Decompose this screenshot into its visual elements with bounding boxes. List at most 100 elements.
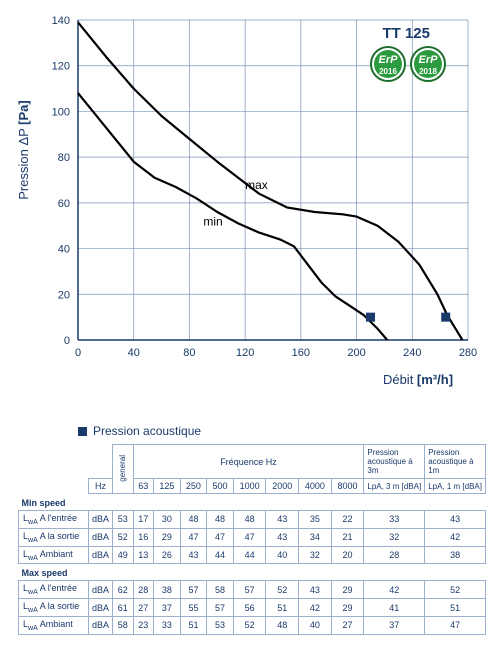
- freq-col: 2000: [266, 479, 299, 494]
- cell-freq: 43: [299, 581, 332, 599]
- cell-freq: 44: [233, 546, 266, 564]
- x-tick-label: 200: [347, 347, 365, 359]
- cell-lpa1: 38: [425, 546, 486, 564]
- cell-freq: 35: [299, 511, 332, 529]
- y-tick-label: 40: [58, 244, 70, 256]
- cell-freq: 47: [207, 528, 234, 546]
- x-tick-label: 240: [403, 347, 421, 359]
- cell-freq: 55: [180, 599, 207, 617]
- col-p1: Pressionacoustique à1m: [425, 445, 486, 479]
- cell-freq: 43: [266, 528, 299, 546]
- cell-freq: 48: [266, 616, 299, 634]
- col-p3: Pressionacoustique à3m: [364, 445, 425, 479]
- cell-freq: 52: [266, 581, 299, 599]
- erp-badge-bottom: 2016: [379, 67, 397, 76]
- cell-freq: 53: [207, 616, 234, 634]
- cell-freq: 34: [299, 528, 332, 546]
- curve-min: [78, 93, 387, 340]
- cell-freq: 40: [299, 616, 332, 634]
- cell-freq: 20: [331, 546, 364, 564]
- cell-freq: 52: [233, 616, 266, 634]
- cell-freq: 37: [154, 599, 181, 617]
- y-tick-label: 60: [58, 198, 70, 210]
- x-tick-label: 0: [75, 347, 81, 359]
- acoustic-table-title: Pression acoustique: [18, 420, 486, 444]
- row-unit: dBA: [89, 511, 113, 529]
- curve-label-min: min: [203, 215, 222, 229]
- y-tick-label: 20: [58, 289, 70, 301]
- x-tick-label: 120: [236, 347, 254, 359]
- row-name: LwA Ambiant: [19, 616, 89, 634]
- acoustic-table: generalFréquence HzPressionacoustique à3…: [18, 444, 486, 635]
- cell-lpa1: 52: [425, 581, 486, 599]
- pressure-flow-chart: 04080120160200240280020406080100120140Pr…: [0, 0, 504, 410]
- cell-lpa1: 42: [425, 528, 486, 546]
- y-tick-label: 140: [52, 15, 70, 27]
- cell-general: 58: [113, 616, 134, 634]
- chart-svg: 04080120160200240280020406080100120140Pr…: [0, 0, 504, 410]
- freq-col: 63: [133, 479, 154, 494]
- cell-freq: 26: [154, 546, 181, 564]
- cell-lpa3: 33: [364, 511, 425, 529]
- cell-freq: 57: [207, 599, 234, 617]
- curve-marker-min: [366, 313, 375, 322]
- row-name: LwA A l'entrée: [19, 511, 89, 529]
- x-tick-label: 40: [128, 347, 140, 359]
- row-unit: dBA: [89, 581, 113, 599]
- cell-freq: 16: [133, 528, 154, 546]
- cell-lpa1: 51: [425, 599, 486, 617]
- row-name: LwA A la sortie: [19, 528, 89, 546]
- chart-title: TT 125: [382, 25, 430, 42]
- cell-lpa1: 47: [425, 616, 486, 634]
- section-label: Max speed: [19, 564, 486, 581]
- unit-lpa3: LpA, 3 m [dBA]: [364, 479, 425, 494]
- cell-general: 49: [113, 546, 134, 564]
- cell-general: 61: [113, 599, 134, 617]
- cell-freq: 58: [207, 581, 234, 599]
- unit-hz: Hz: [89, 479, 113, 494]
- cell-freq: 13: [133, 546, 154, 564]
- cell-freq: 23: [133, 616, 154, 634]
- section-label: Min speed: [19, 494, 486, 511]
- y-axis-label: Pression ΔP [Pa]: [16, 100, 31, 200]
- col-frequency: Fréquence Hz: [133, 445, 364, 479]
- cell-freq: 29: [331, 599, 364, 617]
- cell-freq: 51: [180, 616, 207, 634]
- cell-freq: 57: [180, 581, 207, 599]
- row-unit: dBA: [89, 546, 113, 564]
- cell-freq: 56: [233, 599, 266, 617]
- freq-col: 1000: [233, 479, 266, 494]
- cell-freq: 48: [233, 511, 266, 529]
- x-axis-label: Débit [m³/h]: [383, 372, 453, 387]
- freq-col: 250: [180, 479, 207, 494]
- cell-freq: 47: [180, 528, 207, 546]
- cell-freq: 47: [233, 528, 266, 546]
- acoustic-table-container: Pression acoustique generalFréquence HzP…: [0, 410, 504, 655]
- cell-lpa3: 28: [364, 546, 425, 564]
- y-tick-label: 100: [52, 106, 70, 118]
- cell-freq: 29: [154, 528, 181, 546]
- unit-lpa1: LpA, 1 m [dBA]: [425, 479, 486, 494]
- x-tick-label: 160: [292, 347, 310, 359]
- col-general: general: [113, 445, 134, 494]
- row-unit: dBA: [89, 616, 113, 634]
- cell-freq: 43: [180, 546, 207, 564]
- freq-col: 4000: [299, 479, 332, 494]
- freq-col: 8000: [331, 479, 364, 494]
- x-tick-label: 280: [459, 347, 477, 359]
- freq-col: 125: [154, 479, 181, 494]
- cell-freq: 42: [299, 599, 332, 617]
- cell-general: 52: [113, 528, 134, 546]
- erp-badge-bottom: 2018: [419, 67, 437, 76]
- cell-lpa3: 32: [364, 528, 425, 546]
- cell-freq: 22: [331, 511, 364, 529]
- cell-lpa3: 41: [364, 599, 425, 617]
- row-unit: dBA: [89, 599, 113, 617]
- cell-freq: 48: [180, 511, 207, 529]
- cell-freq: 21: [331, 528, 364, 546]
- cell-freq: 32: [299, 546, 332, 564]
- cell-freq: 44: [207, 546, 234, 564]
- y-tick-label: 80: [58, 152, 70, 164]
- row-name: LwA Ambiant: [19, 546, 89, 564]
- x-tick-label: 80: [183, 347, 195, 359]
